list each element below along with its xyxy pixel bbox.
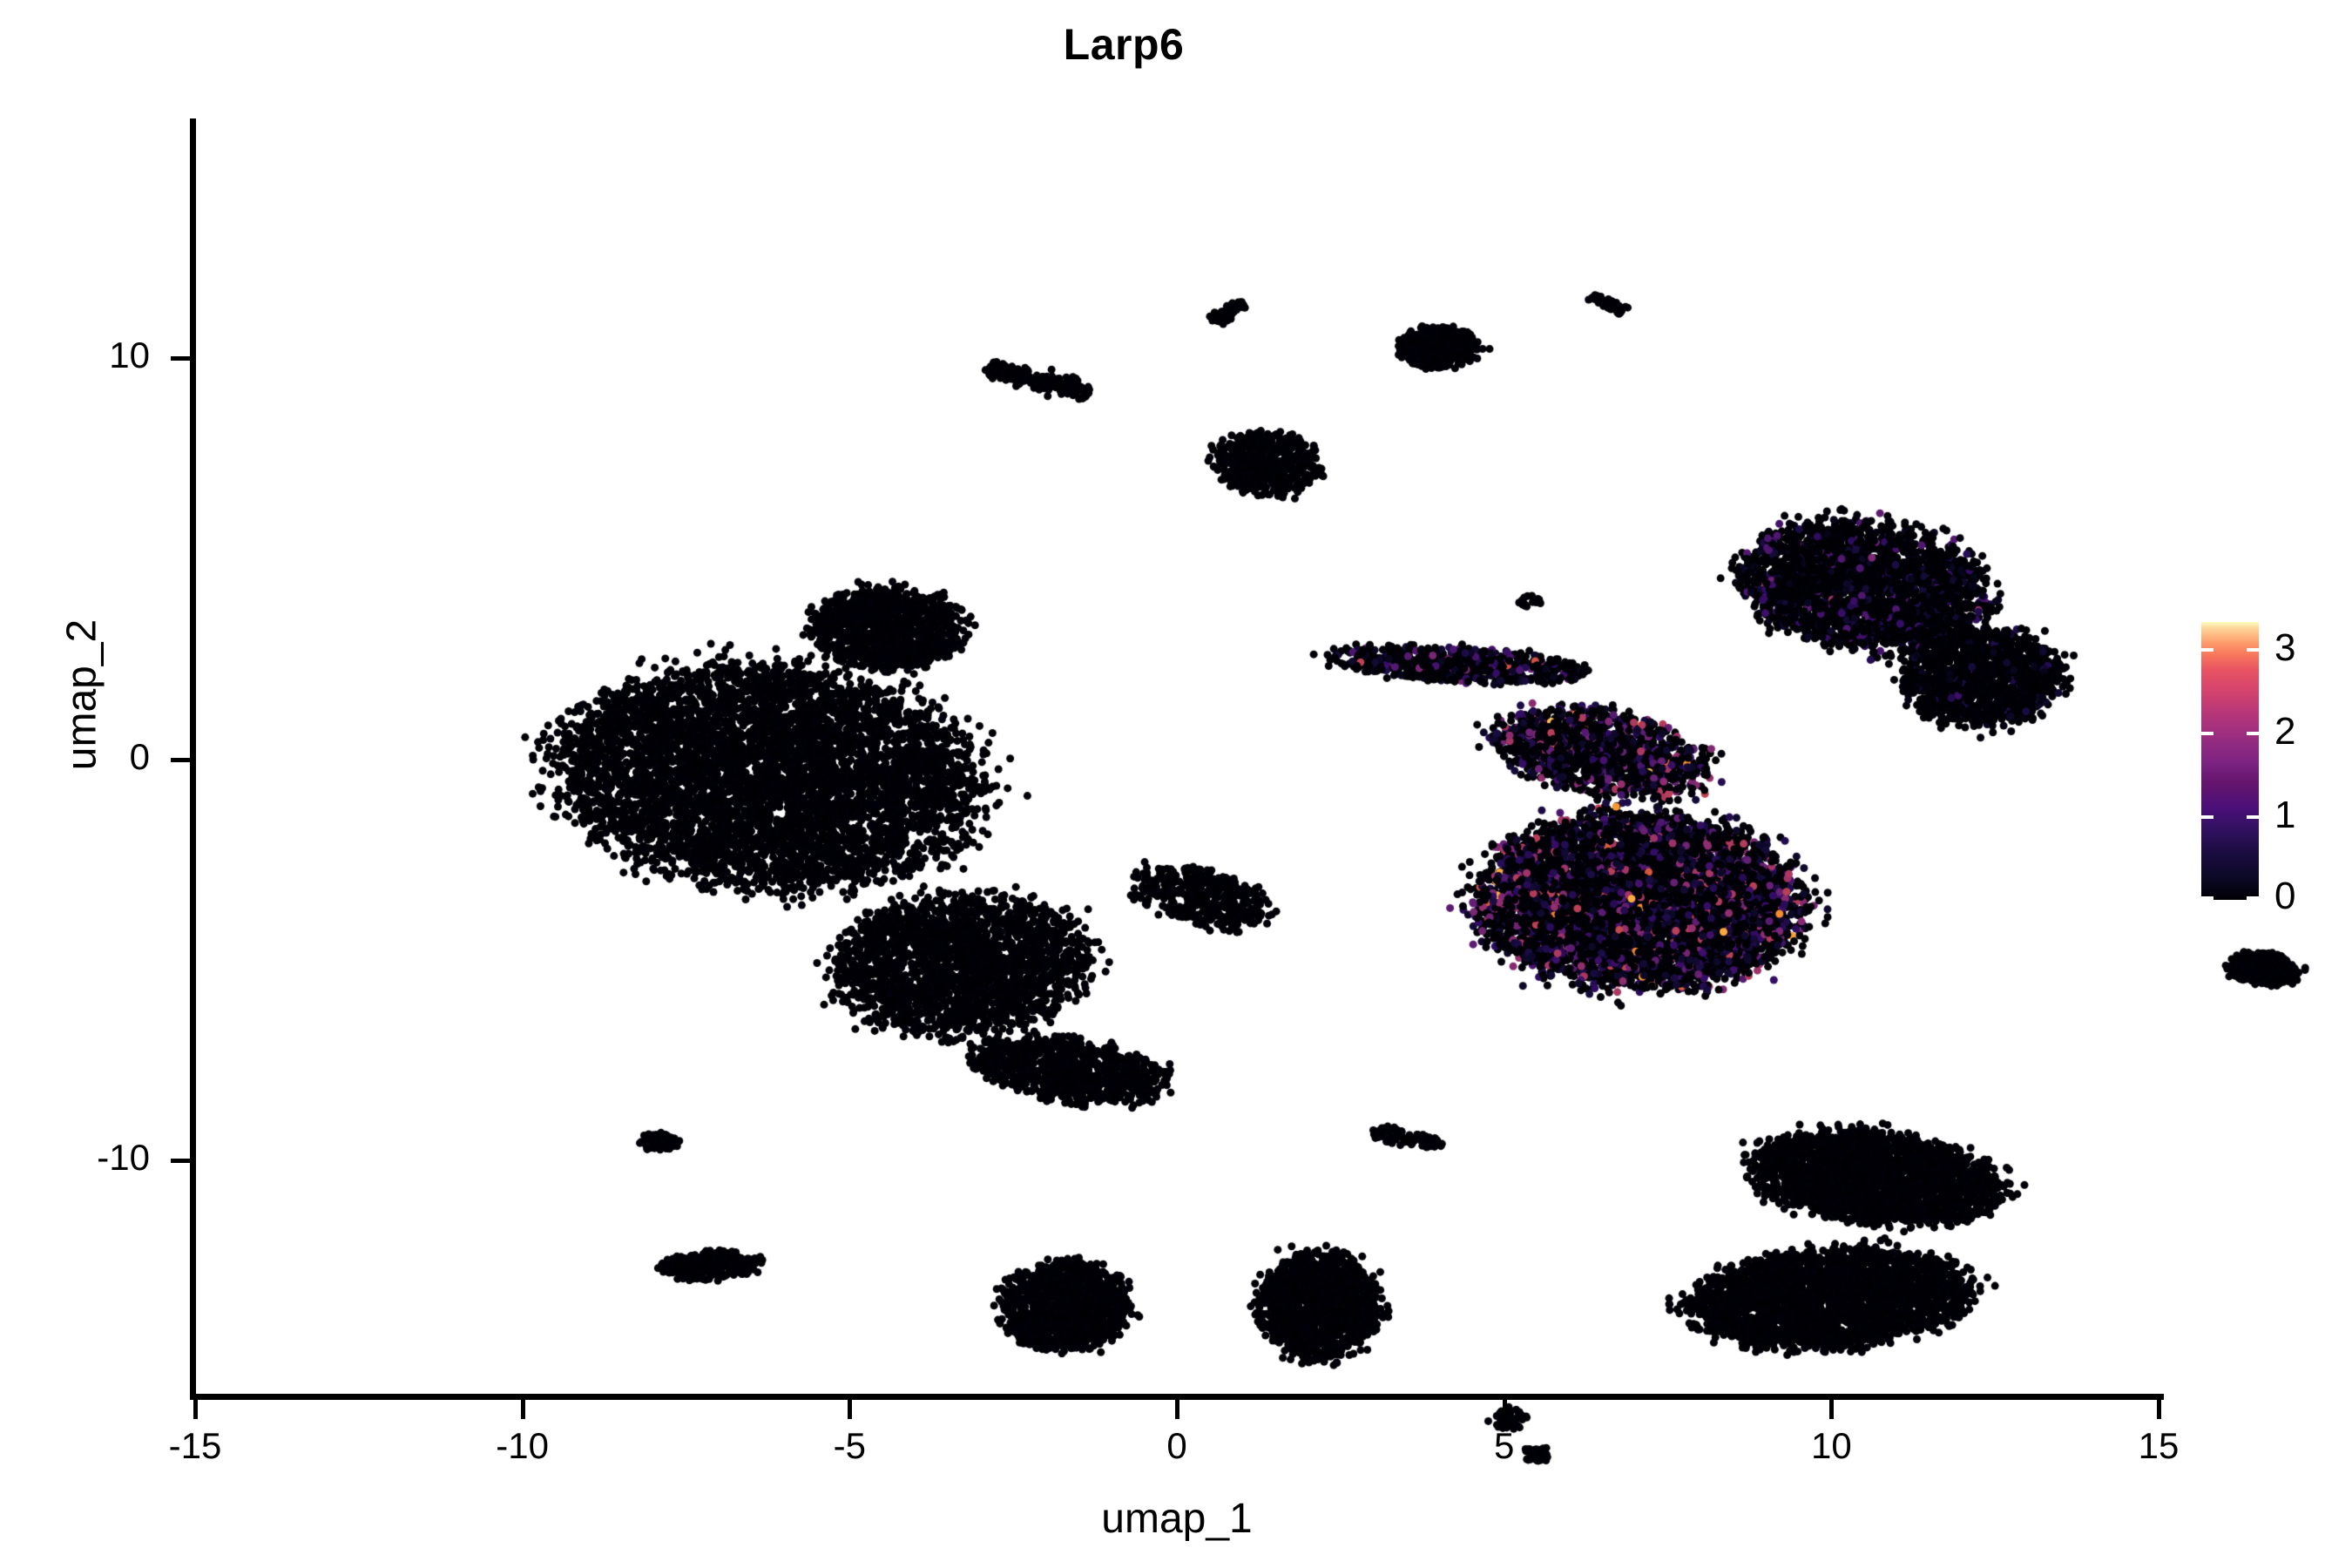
colorbar-tick-2-right bbox=[2247, 732, 2259, 735]
x-tick-label: 10 bbox=[1810, 1425, 1852, 1466]
x-axis-label: umap_1 bbox=[1101, 1496, 1253, 1542]
colorbar-tick-1-left bbox=[2201, 815, 2213, 819]
x-tick-mark bbox=[2157, 1400, 2161, 1419]
x-tick-mark bbox=[193, 1400, 198, 1419]
colorbar-label-0: 0 bbox=[2274, 875, 2296, 917]
x-tick-label: 0 bbox=[1166, 1425, 1187, 1466]
page-title: Larp6 bbox=[1063, 20, 1185, 69]
y-tick-mark bbox=[171, 356, 190, 362]
colorbar-gradient bbox=[2201, 622, 2259, 900]
colorbar-tick-1-right bbox=[2247, 815, 2259, 819]
x-tick-mark bbox=[1502, 1400, 1507, 1419]
x-axis-line bbox=[190, 1394, 2164, 1400]
scatter-point-canvas bbox=[390, 244, 2352, 1518]
colorbar-tick-0-left bbox=[2201, 896, 2213, 900]
x-tick-label: 5 bbox=[1493, 1425, 1515, 1466]
colorbar-tick-0-right bbox=[2247, 896, 2259, 900]
y-tick-mark bbox=[171, 1158, 190, 1163]
x-tick-mark bbox=[1829, 1400, 1835, 1419]
x-tick-mark bbox=[848, 1400, 853, 1419]
y-tick-label: 0 bbox=[129, 735, 150, 777]
y-tick-label: -10 bbox=[97, 1136, 150, 1178]
y-axis-label: umap_2 bbox=[58, 618, 105, 771]
y-tick-label: 10 bbox=[109, 335, 150, 376]
colorbar-legend: 3 2 1 0 bbox=[2201, 622, 2349, 916]
colorbar-label-2: 2 bbox=[2274, 710, 2296, 753]
plot-panel bbox=[195, 122, 2352, 1518]
colorbar-label-1: 1 bbox=[2274, 794, 2296, 836]
colorbar-tick-3-right bbox=[2247, 648, 2259, 652]
x-tick-label: -15 bbox=[168, 1425, 222, 1466]
x-tick-label: 15 bbox=[2138, 1425, 2180, 1466]
x-tick-label: -5 bbox=[833, 1425, 866, 1466]
colorbar-tick-2-left bbox=[2201, 732, 2213, 735]
y-tick-mark bbox=[171, 757, 190, 762]
x-tick-label: -10 bbox=[496, 1425, 549, 1466]
colorbar-tick-3-left bbox=[2201, 648, 2213, 652]
colorbar-label-3: 3 bbox=[2274, 626, 2296, 669]
x-tick-mark bbox=[1175, 1400, 1179, 1419]
y-axis-line bbox=[190, 118, 196, 1400]
x-tick-mark bbox=[520, 1400, 525, 1419]
